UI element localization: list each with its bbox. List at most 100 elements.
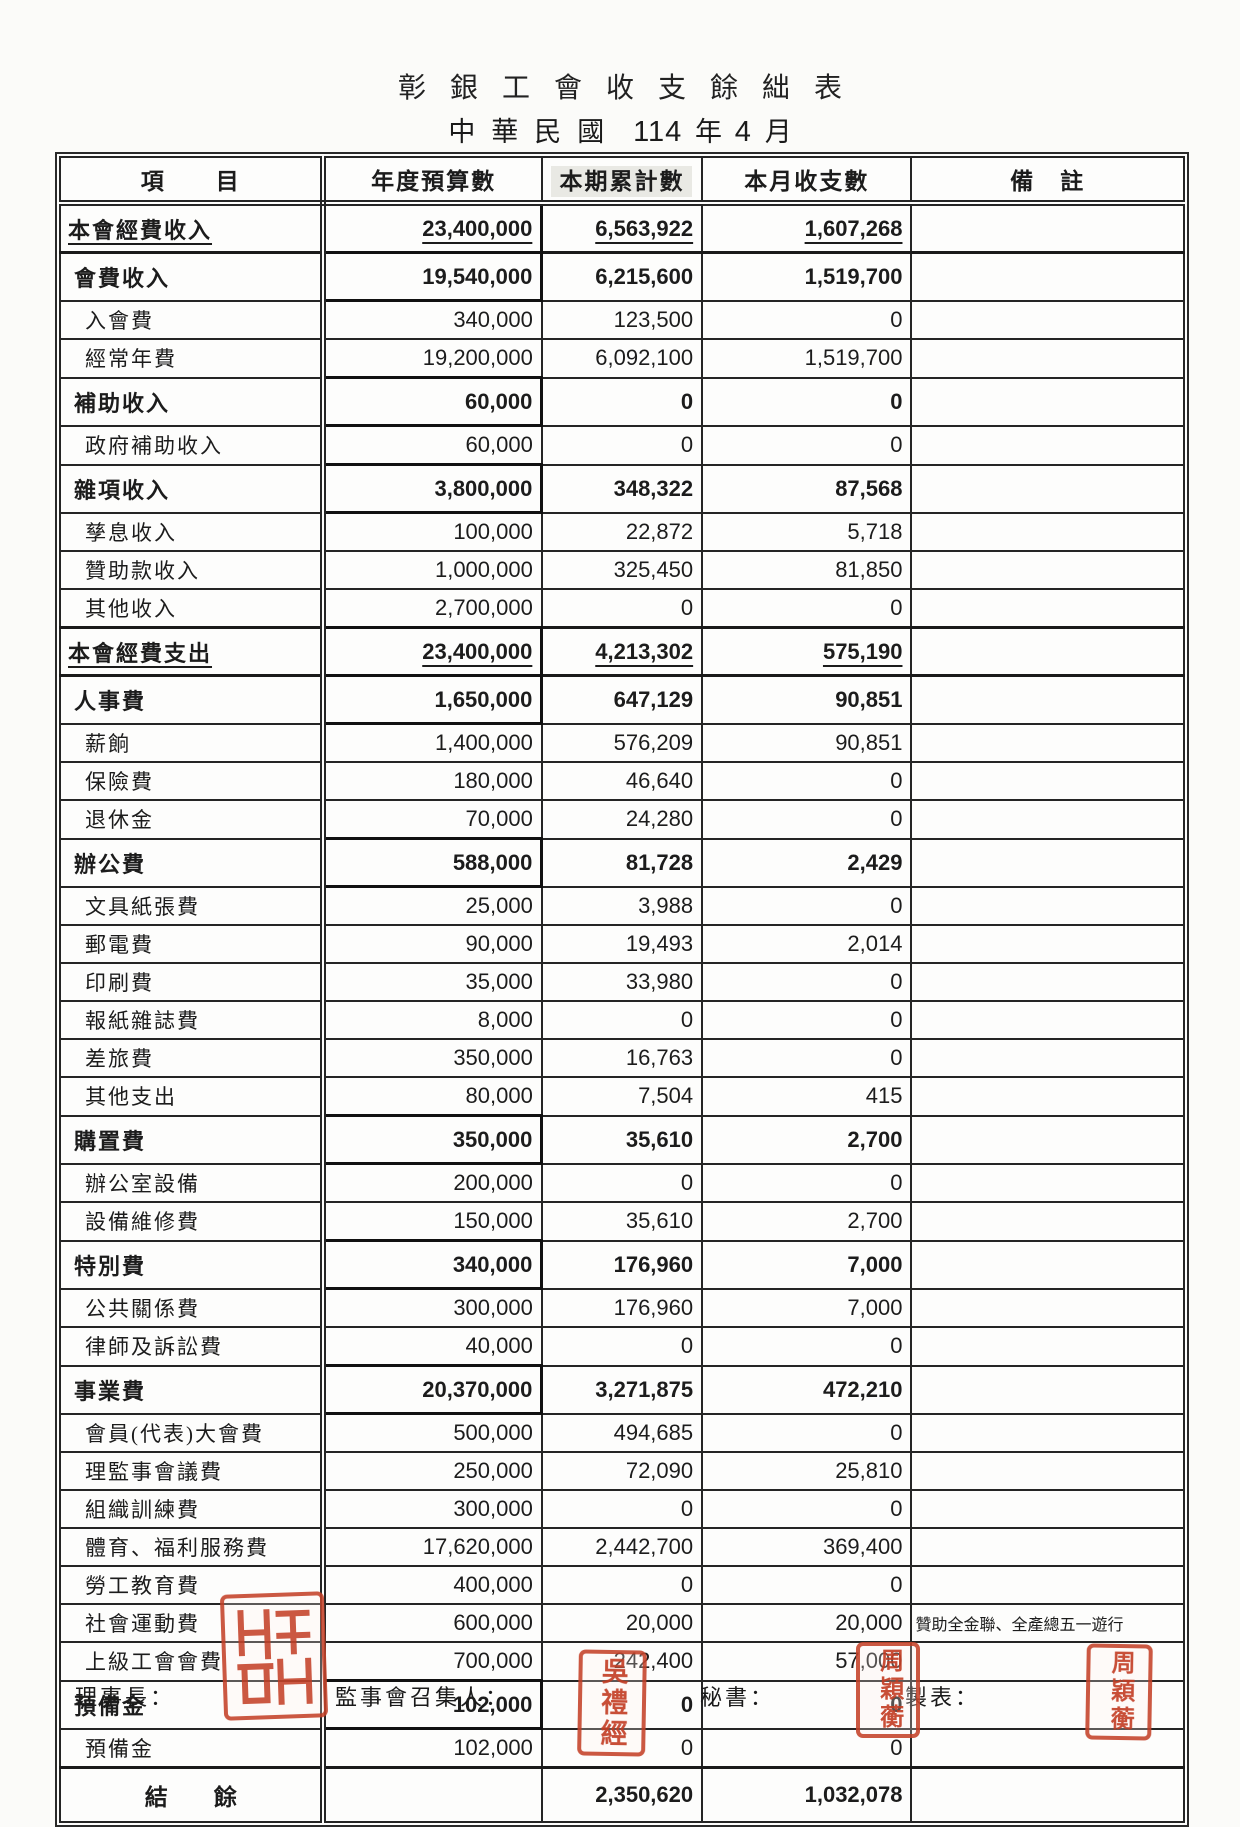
table-row: 本會經費支出 23,400,000 4,213,302 575,190 [58, 626, 1185, 677]
table-row: 差旅費 350,000 16,763 0 [58, 1038, 1185, 1078]
roc-month: 4 [734, 116, 752, 148]
row-label: 公共關係費 [58, 1287, 327, 1328]
row-note [910, 885, 1185, 926]
table-row: 辦公室設備 200,000 0 0 [58, 1162, 1185, 1203]
row-label: 補助收入 [58, 376, 327, 427]
row-budget: 350,000 [322, 1038, 543, 1078]
table-row: 辦公費 588,000 81,728 2,429 [58, 837, 1185, 888]
row-ytd: 123,500 [540, 299, 704, 340]
row-note [910, 1679, 1185, 1730]
row-label: 事業費 [58, 1364, 327, 1415]
row-label: 其他支出 [58, 1076, 327, 1117]
row-ytd: 24,280 [540, 799, 704, 840]
row-note [910, 761, 1185, 801]
table-row: 預備金 102,000 0 0 [58, 1679, 1185, 1730]
row-note [910, 1451, 1185, 1491]
row-ytd: 0 [540, 424, 704, 466]
row-ytd: 325,450 [540, 550, 704, 590]
row-ytd: 22,872 [540, 511, 704, 552]
row-note [910, 1641, 1185, 1682]
row-ytd: 6,563,922 [540, 201, 704, 254]
row-budget: 500,000 [322, 1412, 543, 1453]
row-ytd: 0 [540, 588, 704, 629]
row-budget: 300,000 [322, 1489, 543, 1529]
row-month: 0 [701, 1000, 913, 1040]
secretary-label: 秘書： [700, 1685, 776, 1710]
row-budget: 70,000 [322, 799, 543, 840]
row-label: 退休金 [58, 799, 327, 840]
row-note [910, 837, 1185, 888]
row-label: 辦公室設備 [58, 1162, 327, 1203]
row-ytd: 35,610 [540, 1114, 704, 1165]
table-row: 退休金 70,000 24,280 0 [58, 799, 1185, 840]
row-month: 1,607,268 [701, 201, 913, 254]
row-label: 差旅費 [58, 1038, 327, 1078]
row-budget: 200,000 [322, 1162, 543, 1203]
table-row: 經常年費 19,200,000 6,092,100 1,519,700 [58, 338, 1185, 379]
row-label: 入會費 [58, 299, 327, 340]
chairman-seal [219, 1591, 329, 1721]
table-row: 補助收入 60,000 0 0 [58, 376, 1185, 427]
table-row: 文具紙張費 25,000 3,988 0 [58, 885, 1185, 926]
row-budget: 588,000 [321, 837, 544, 888]
maker-seal-text: 周穎蘅 [1105, 1649, 1134, 1735]
table-row: 報紙雜誌費 8,000 0 0 [58, 1000, 1185, 1040]
month-unit: 月 [764, 117, 792, 147]
row-note [910, 1239, 1185, 1290]
row-budget: 25,000 [322, 885, 543, 926]
row-note [910, 1412, 1185, 1453]
row-note: 贊助全金聯、全產總五一遊行 [910, 1603, 1185, 1643]
header-ytd-label: 本期累計數 [551, 166, 693, 197]
row-note [910, 463, 1185, 514]
row-month: 0 [701, 299, 913, 340]
row-month: 7,000 [701, 1287, 913, 1328]
row-label: 政府補助收入 [58, 424, 327, 466]
table-row: 政府補助收入 60,000 0 0 [58, 424, 1185, 466]
header-row: 項 目 年度預算數 本期累計數 本月收支數 備 註 [58, 156, 1185, 206]
row-month: 0 [701, 761, 913, 801]
header-item: 項 目 [58, 156, 327, 206]
row-month: 81,850 [701, 550, 913, 590]
table-row: 其他收入 2,700,000 0 0 [58, 588, 1185, 629]
row-budget: 40,000 [322, 1326, 543, 1367]
row-ytd: 20,000 [540, 1603, 704, 1643]
row-month: 415 [701, 1076, 913, 1117]
row-budget: 19,200,000 [322, 338, 543, 379]
row-month: 0 [701, 1038, 913, 1078]
table-row: 理監事會議費 250,000 72,090 25,810 [58, 1451, 1185, 1491]
table-row: 雜項收入 3,800,000 348,322 87,568 [58, 463, 1185, 514]
page-title: 彰銀工會收支餘絀表 [397, 73, 866, 104]
row-ytd: 0 [540, 1326, 704, 1367]
row-ytd: 46,640 [540, 761, 704, 801]
row-budget: 340,000 [322, 299, 543, 340]
row-label: 特別費 [58, 1239, 327, 1290]
row-budget: 600,000 [322, 1603, 543, 1643]
income-expense-table: 項 目 年度預算數 本期累計數 本月收支數 備 註 本會經費收入 23,400,0… [55, 152, 1189, 1827]
table-row: 購置費 350,000 35,610 2,700 [58, 1114, 1185, 1165]
table-row: 社會運動費 600,000 20,000 20,000 贊助全金聯、全產總五一遊行 [58, 1603, 1185, 1643]
row-label: 組織訓練費 [58, 1489, 327, 1529]
era-label: 中華民國 [448, 117, 621, 147]
row-month: 0 [701, 799, 913, 840]
row-label: 設備維修費 [58, 1201, 327, 1242]
row-note [910, 1364, 1185, 1415]
row-budget: 17,620,000 [322, 1527, 543, 1567]
row-note [910, 201, 1185, 254]
row-note [910, 338, 1185, 379]
row-month: 0 [701, 1412, 913, 1453]
secretary-seal: 周穎蘅 [856, 1642, 920, 1738]
table-row: 結 餘 2,350,620 1,032,078 [58, 1766, 1185, 1823]
row-note [910, 251, 1185, 302]
table-row: 會費收入 19,540,000 6,215,600 1,519,700 [58, 251, 1185, 302]
header-ytd: 本期累計數 [540, 156, 704, 206]
table-row: 入會費 340,000 123,500 0 [58, 299, 1185, 340]
row-budget: 60,000 [321, 376, 544, 427]
row-month: 5,718 [701, 511, 913, 552]
row-note [910, 924, 1185, 964]
header-month: 本月收支數 [701, 156, 913, 206]
chairman-seal-script [237, 1609, 313, 1705]
row-note [910, 1326, 1185, 1367]
row-label: 贊助款收入 [58, 550, 327, 590]
row-budget: 1,000,000 [322, 550, 543, 590]
row-budget: 1,650,000 [321, 674, 544, 725]
